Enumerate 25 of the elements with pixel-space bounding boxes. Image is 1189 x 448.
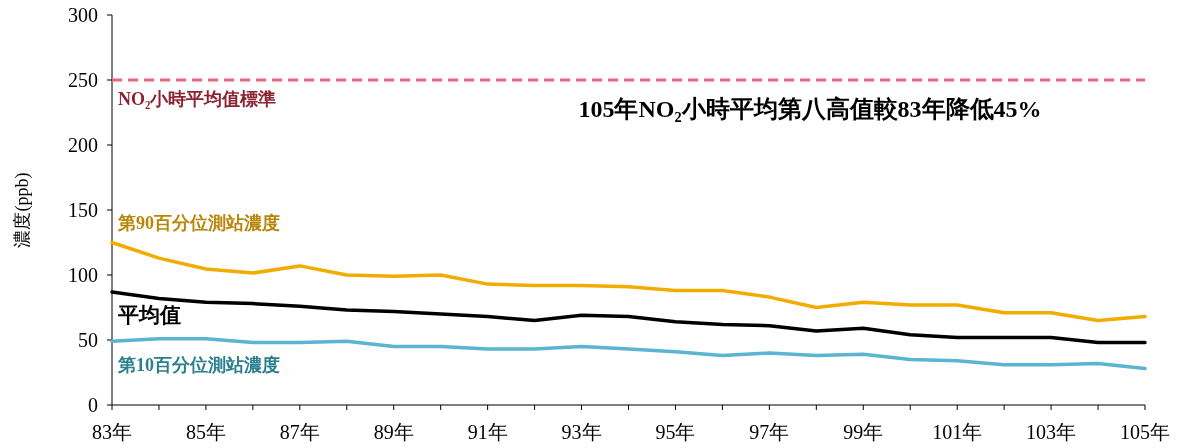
y-tick-label: 100	[68, 264, 98, 286]
y-tick-label: 300	[68, 4, 98, 26]
x-tick-label: 95年	[655, 421, 696, 443]
series-label: 第90百分位測站濃度	[117, 212, 280, 233]
x-tick-label: 83年	[92, 421, 132, 443]
series-label: 第10百分位測站濃度	[117, 355, 280, 376]
y-tick-label: 150	[68, 199, 98, 221]
x-tick-label: 93年	[561, 421, 602, 443]
x-tick-label: 97年	[749, 421, 790, 443]
x-tick-label: 91年	[467, 421, 508, 443]
y-axis-title: 濃度(ppb)	[12, 172, 33, 248]
y-tick-label: 250	[68, 69, 98, 91]
y-tick-label: 200	[68, 134, 98, 156]
y-tick-label: 50	[78, 329, 98, 351]
x-tick-label: 99年	[843, 421, 884, 443]
series-label: 平均值	[117, 302, 181, 327]
x-tick-label: 85年	[185, 421, 226, 443]
x-tick-label: 89年	[373, 421, 414, 443]
x-tick-label: 87年	[279, 421, 320, 443]
x-tick-label: 101年	[932, 421, 983, 443]
x-tick-label: 105年	[1120, 421, 1170, 443]
x-tick-label: 103年	[1026, 421, 1077, 443]
annotation: 105年NO₂小時平均第八高值較83年降低45%	[578, 95, 1042, 122]
ref-line-label: NO₂小時平均值標準	[118, 89, 277, 109]
y-tick-label: 0	[88, 394, 98, 416]
